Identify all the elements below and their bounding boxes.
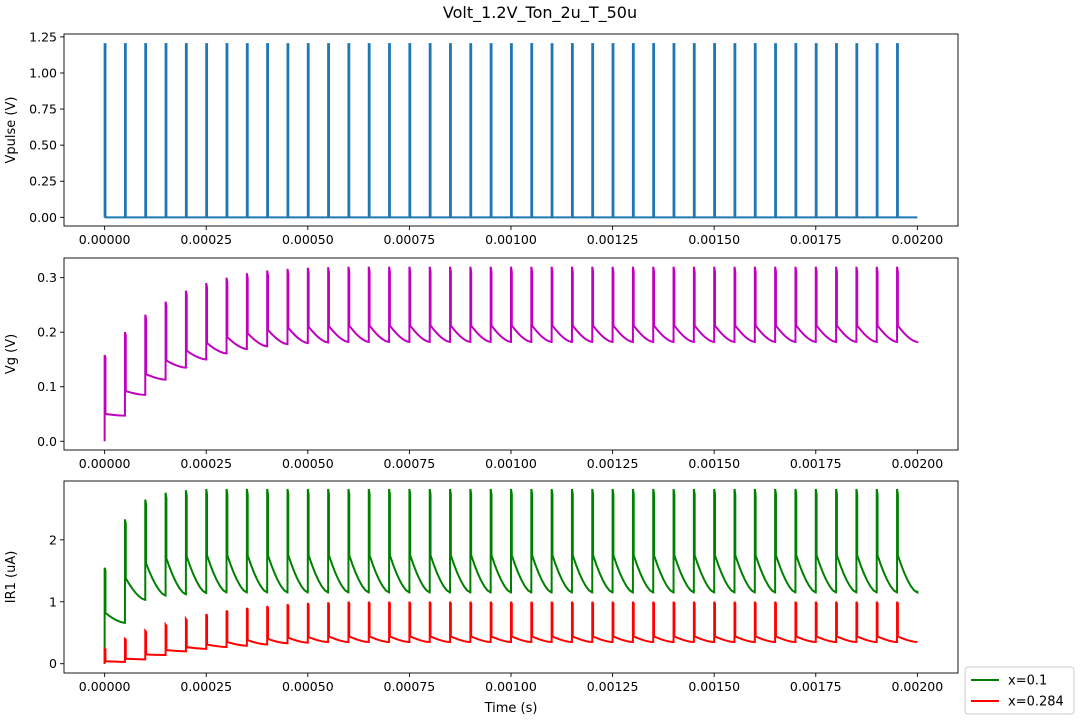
legend-entry: x=0.284 [971, 695, 1064, 710]
y-tick-label: 1.25 [29, 29, 57, 44]
y-tick-label: 0.1 [37, 379, 57, 394]
legend-label: x=0.1 [1008, 674, 1047, 689]
x-tick-label: 0.00125 [587, 232, 639, 247]
x-tick-label: 0.00075 [384, 232, 436, 247]
y-tick-label: 0.75 [29, 102, 57, 117]
legend-entry: x=0.1 [971, 674, 1047, 689]
x-tick-label: 0.00150 [688, 232, 740, 247]
x-tick-label: 0.00175 [790, 456, 842, 471]
x-tick-label: 0.00200 [892, 232, 944, 247]
panels-group: 0.00000 0.00025 0.00050 0.00075 0.00100 0.001… [4, 29, 959, 694]
x-tick-label: 0.00200 [892, 679, 944, 694]
series-line-vg [103, 266, 919, 442]
x-tick-label: 0.00025 [180, 679, 232, 694]
y-tick-label: 0.2 [37, 325, 57, 340]
y-tick-label: 0.25 [29, 174, 57, 189]
x-tick-label: 0.00175 [790, 679, 842, 694]
legend-box [964, 666, 1075, 715]
x-tick-label: 0.00100 [485, 456, 537, 471]
y-axis-label: IR1 (uA) [4, 551, 19, 604]
series-line-vpulse [103, 43, 918, 219]
x-axis-label: Time (s) [484, 701, 538, 716]
y-tick-label: 2 [49, 532, 57, 547]
y-tick-label: 0.3 [37, 270, 57, 285]
panel-2: 0.00000 0.00025 0.00050 0.00075 0.00100 0.001… [4, 257, 959, 471]
series-line-x01 [103, 488, 919, 664]
x-tick-label: 0.00000 [79, 232, 131, 247]
x-tick-label: 0.00050 [282, 232, 334, 247]
x-tick-label: 0.00000 [79, 456, 131, 471]
x-tick-label: 0.00025 [180, 232, 232, 247]
x-tick-label: 0.00200 [892, 456, 944, 471]
x-tick-label: 0.00025 [180, 456, 232, 471]
x-tick-label: 0.00000 [79, 679, 131, 694]
x-tick-label: 0.00050 [282, 679, 334, 694]
x-tick-label: 0.00150 [688, 456, 740, 471]
x-tick-label: 0.00075 [384, 679, 436, 694]
y-tick-label: 0.0 [37, 434, 57, 449]
panel-3: 0.00000 0.00025 0.00050 0.00075 0.00100 0.001… [4, 480, 959, 694]
x-tick-label: 0.00100 [485, 679, 537, 694]
y-tick-label: 0.50 [29, 138, 57, 153]
x-tick-label: 0.00100 [485, 232, 537, 247]
x-tick-label: 0.00150 [688, 679, 740, 694]
y-tick-label: 0.00 [29, 210, 57, 225]
y-tick-label: 1.00 [29, 65, 57, 80]
legend: x=0.1 x=0.284 [964, 666, 1075, 715]
series-line-x0284 [103, 601, 918, 664]
y-tick-label: 1 [49, 594, 57, 609]
x-tick-label: 0.00125 [587, 456, 639, 471]
y-axis-label: Vg (V) [4, 334, 19, 374]
chart-title: Volt_1.2V_Ton_2u_T_50u [443, 3, 637, 23]
x-tick-label: 0.00125 [587, 679, 639, 694]
x-tick-label: 0.00050 [282, 456, 334, 471]
x-tick-label: 0.00175 [790, 232, 842, 247]
x-tick-label: 0.00075 [384, 456, 436, 471]
y-tick-label: 0 [49, 656, 57, 671]
legend-label: x=0.284 [1008, 695, 1064, 710]
panel-1: 0.00000 0.00025 0.00050 0.00075 0.00100 0.001… [4, 29, 959, 247]
y-axis-label: Vpulse (V) [4, 97, 19, 164]
